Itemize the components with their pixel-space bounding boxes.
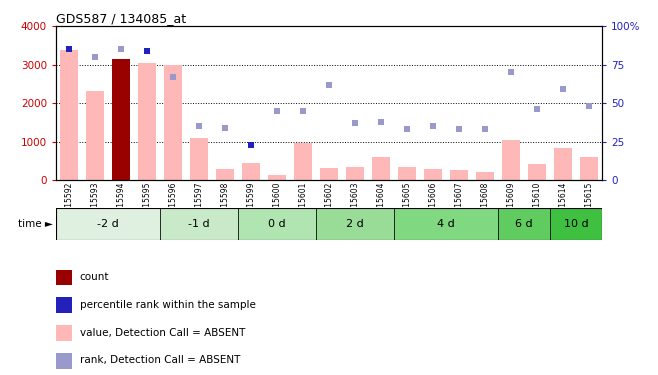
Bar: [112, 59, 130, 180]
Bar: [372, 158, 390, 180]
Bar: [346, 167, 364, 180]
Bar: [268, 175, 286, 180]
Bar: [190, 138, 208, 180]
Bar: [216, 169, 234, 180]
Bar: [320, 168, 338, 180]
Text: -1 d: -1 d: [188, 219, 210, 229]
Bar: [56, 297, 72, 313]
Bar: [138, 63, 156, 180]
Bar: [294, 143, 312, 180]
Bar: [160, 208, 238, 240]
Bar: [528, 164, 546, 180]
Bar: [394, 208, 498, 240]
Text: rank, Detection Call = ABSENT: rank, Detection Call = ABSENT: [80, 356, 240, 366]
Text: value, Detection Call = ABSENT: value, Detection Call = ABSENT: [80, 328, 245, 338]
Bar: [238, 208, 316, 240]
Bar: [498, 208, 550, 240]
Bar: [550, 208, 602, 240]
Bar: [580, 158, 598, 180]
Bar: [476, 171, 494, 180]
Bar: [398, 167, 416, 180]
Bar: [60, 50, 78, 180]
Text: time ►: time ►: [18, 219, 53, 229]
Bar: [554, 148, 572, 180]
Text: 10 d: 10 d: [564, 219, 588, 229]
Bar: [164, 65, 182, 180]
Bar: [86, 91, 104, 180]
Bar: [56, 208, 160, 240]
Text: 2 d: 2 d: [346, 219, 364, 229]
Bar: [502, 140, 520, 180]
Text: count: count: [80, 272, 109, 282]
Bar: [56, 326, 72, 341]
Bar: [56, 270, 72, 285]
Text: 0 d: 0 d: [268, 219, 286, 229]
Bar: [424, 169, 442, 180]
Bar: [56, 353, 72, 369]
Text: percentile rank within the sample: percentile rank within the sample: [80, 300, 255, 310]
Bar: [242, 164, 260, 180]
Text: -2 d: -2 d: [97, 219, 119, 229]
Bar: [316, 208, 394, 240]
Text: 6 d: 6 d: [515, 219, 533, 229]
Bar: [450, 170, 468, 180]
Text: 4 d: 4 d: [437, 219, 455, 229]
Text: GDS587 / 134085_at: GDS587 / 134085_at: [56, 12, 186, 25]
